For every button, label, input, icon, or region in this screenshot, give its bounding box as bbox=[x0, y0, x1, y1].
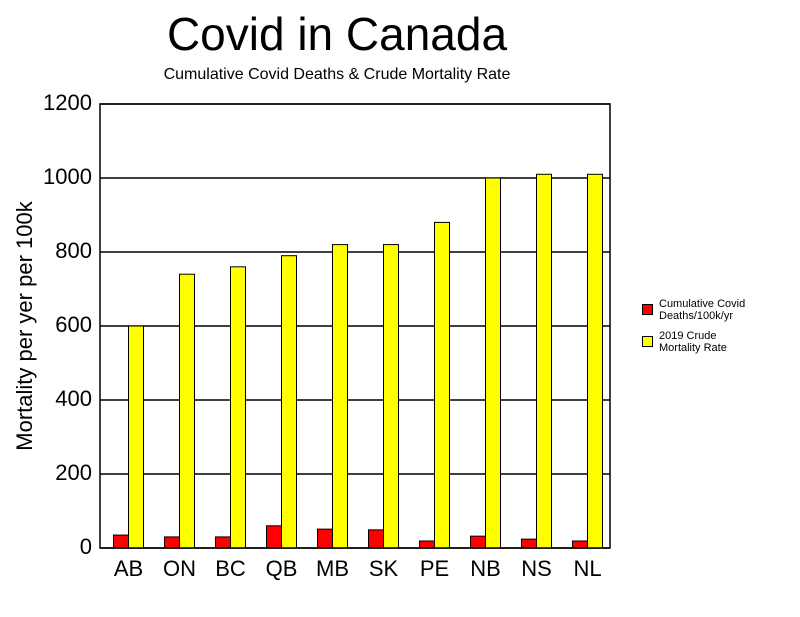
legend-label: Cumulative Covid Deaths/100k/yr bbox=[659, 298, 746, 322]
bar bbox=[470, 535, 486, 549]
bar bbox=[536, 173, 552, 549]
bar bbox=[332, 244, 348, 549]
y-tick-label: 200 bbox=[55, 460, 92, 485]
bar bbox=[434, 221, 450, 549]
y-tick-label: 400 bbox=[55, 386, 92, 411]
x-tick-label: QB bbox=[266, 556, 298, 581]
x-tick-label: ON bbox=[163, 556, 196, 581]
chart-subtitle: Cumulative Covid Deaths & Crude Mortalit… bbox=[164, 66, 511, 83]
x-tick-label: AB bbox=[114, 556, 143, 581]
bar bbox=[383, 244, 399, 549]
bar bbox=[368, 529, 384, 549]
x-tick-label: NB bbox=[470, 556, 501, 581]
bar bbox=[128, 325, 144, 549]
legend-label: 2019 Crude Mortality Rate bbox=[659, 330, 727, 354]
bar bbox=[179, 273, 195, 549]
y-tick-label: 800 bbox=[55, 238, 92, 263]
bar bbox=[572, 540, 588, 549]
bar bbox=[317, 528, 333, 549]
x-tick-label: BC bbox=[215, 556, 246, 581]
bar bbox=[215, 536, 231, 549]
bar bbox=[266, 525, 282, 549]
y-tick-label: 1200 bbox=[43, 90, 92, 115]
x-tick-label: SK bbox=[369, 556, 399, 581]
y-tick-label: 1000 bbox=[43, 164, 92, 189]
x-tick-label: NS bbox=[521, 556, 552, 581]
legend-swatch bbox=[642, 336, 653, 347]
bar bbox=[587, 173, 603, 549]
y-axis-label: Mortality per yer per 100k bbox=[12, 200, 37, 450]
legend-swatch bbox=[642, 304, 653, 315]
bar bbox=[521, 538, 537, 549]
x-tick-label: MB bbox=[316, 556, 349, 581]
bar bbox=[281, 255, 297, 549]
y-tick-label: 0 bbox=[80, 534, 92, 559]
legend-item: Cumulative Covid Deaths/100k/yr bbox=[642, 298, 782, 322]
legend-item: 2019 Crude Mortality Rate bbox=[642, 330, 782, 354]
bars bbox=[113, 173, 603, 549]
bar bbox=[419, 540, 435, 549]
legend: Cumulative Covid Deaths/100k/yr 2019 Crud… bbox=[642, 298, 782, 362]
y-tick-label: 600 bbox=[55, 312, 92, 337]
bar bbox=[113, 534, 129, 549]
bar bbox=[230, 266, 246, 549]
x-tick-label: NL bbox=[573, 556, 601, 581]
bar bbox=[164, 536, 180, 549]
plot-frame bbox=[99, 103, 611, 549]
x-tick-label: PE bbox=[420, 556, 449, 581]
grid bbox=[100, 103, 610, 549]
bar bbox=[485, 177, 501, 549]
chart-title: Covid in Canada bbox=[167, 8, 508, 60]
